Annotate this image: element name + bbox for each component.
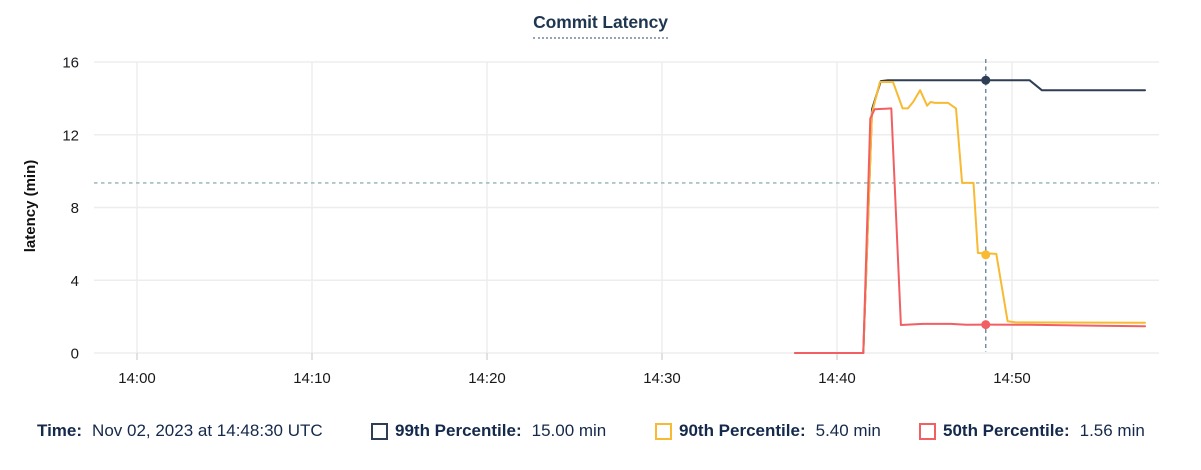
x-tick-label: 14:00 <box>118 370 156 387</box>
x-tick-label: 14:30 <box>643 370 681 387</box>
legend-item-99th-percentile[interactable]: 99th Percentile: 15.00 min <box>371 421 606 441</box>
legend-50th-label: 50th Percentile: <box>943 421 1070 440</box>
legend-99th-label: 99th Percentile: <box>395 421 522 440</box>
legend-90th-label: 90th Percentile: <box>679 421 806 440</box>
series-swatch-50th <box>919 422 936 440</box>
y-tick-label: 0 <box>71 346 79 363</box>
legend-time-label: Time: <box>37 421 83 440</box>
legend-50th-value: 1.56 min <box>1079 421 1145 440</box>
legend-time-readout: Time: Nov 02, 2023 at 14:48:30 UTC <box>37 421 323 441</box>
y-tick-label: 16 <box>62 55 79 72</box>
x-tick-label: 14:40 <box>818 370 856 387</box>
x-tick-label: 14:50 <box>993 370 1031 387</box>
cursor-dot-90th-percentile[interactable] <box>981 250 991 260</box>
legend-99th-value: 15.00 min <box>531 421 607 440</box>
x-tick-label: 14:20 <box>468 370 506 387</box>
series-swatch-90th <box>655 422 672 440</box>
legend-time-value: Nov 02, 2023 at 14:48:30 UTC <box>92 421 323 440</box>
series-swatch-99th <box>371 422 388 440</box>
latency-line-chart[interactable]: 0 4 8 12 16 14:00 14:10 14:20 14:30 14:40 14:50 <box>0 0 1201 400</box>
x-tick-label: 14:10 <box>293 370 331 387</box>
legend-item-50th-percentile[interactable]: 50th Percentile: 1.56 min <box>919 421 1145 441</box>
legend-item-90th-percentile[interactable]: 90th Percentile: 5.40 min <box>655 421 881 441</box>
legend-90th-value: 5.40 min <box>815 421 881 440</box>
series-line-50th-percentile[interactable] <box>794 107 1146 354</box>
series-line-90th-percentile[interactable] <box>794 81 1146 354</box>
series-line-99th-percentile[interactable] <box>794 79 1146 354</box>
y-tick-label: 4 <box>71 273 79 290</box>
chart-header: Commit Latency <box>0 12 1201 39</box>
y-tick-label: 8 <box>71 200 79 217</box>
cursor-dot-99th-percentile[interactable] <box>981 75 991 85</box>
cursor-dot-50th-percentile[interactable] <box>981 320 991 330</box>
y-tick-label: 12 <box>62 127 79 144</box>
chart-title[interactable]: Commit Latency <box>533 12 668 39</box>
